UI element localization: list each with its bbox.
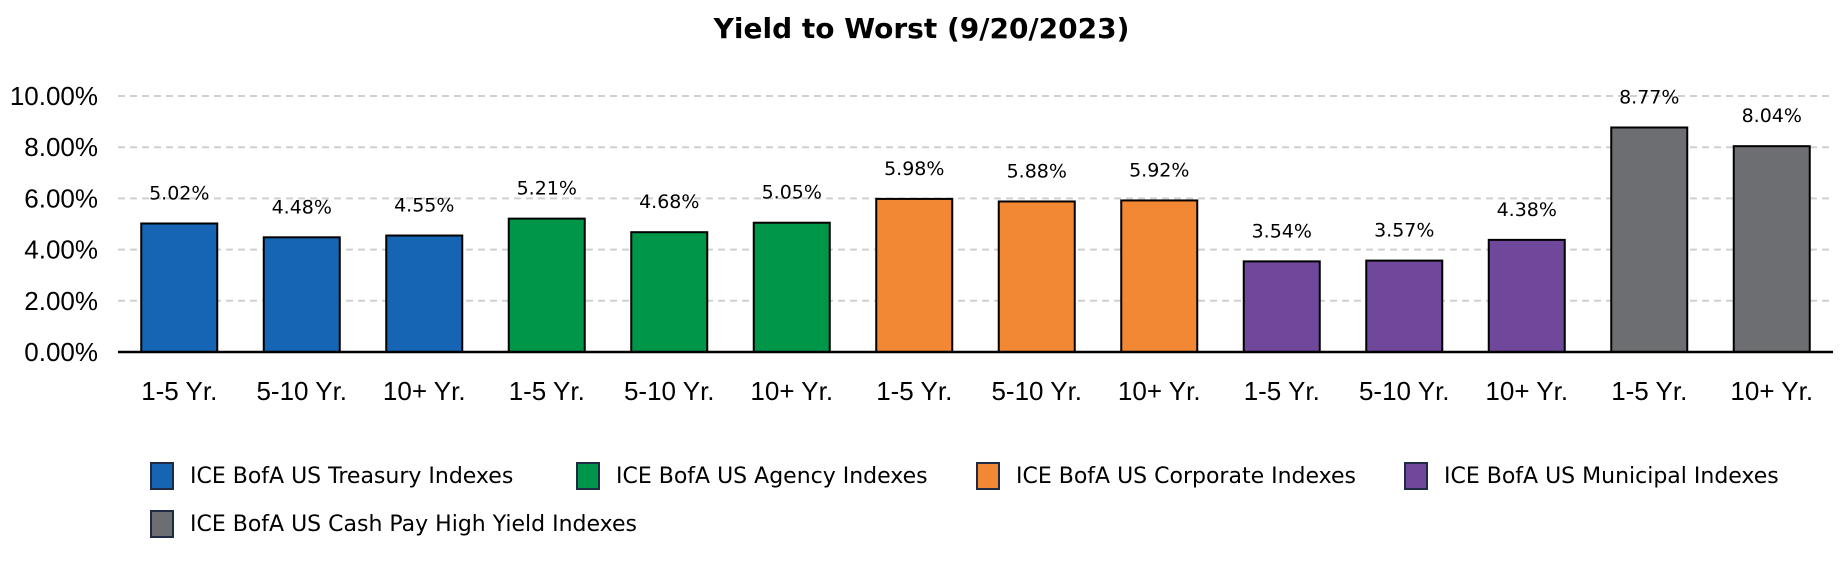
legend-item: ICE BofA US Cash Pay High Yield Indexes — [150, 510, 637, 538]
x-tick-label: 5-10 Yr. — [991, 376, 1082, 406]
chart-title: Yield to Worst (9/20/2023) — [713, 12, 1130, 45]
legend-item: ICE BofA US Corporate Indexes — [976, 462, 1356, 490]
bar-value-label: 3.57% — [1374, 220, 1434, 242]
legend-label: ICE BofA US Cash Pay High Yield Indexes — [190, 511, 637, 537]
bar — [1120, 199, 1199, 353]
y-tick-label: 0.00% — [24, 337, 98, 367]
legend-swatch — [150, 510, 174, 538]
bar-value-label: 5.98% — [884, 158, 944, 180]
legend-item: ICE BofA US Municipal Indexes — [1404, 462, 1779, 490]
x-tick-label: 1-5 Yr. — [141, 376, 217, 406]
bar — [875, 197, 954, 353]
x-tick-label: 10+ Yr. — [1118, 376, 1201, 406]
legend-item: ICE BofA US Agency Indexes — [576, 462, 928, 490]
bar-value-label: 5.02% — [149, 182, 209, 204]
y-tick-label: 6.00% — [24, 183, 98, 213]
bar — [1732, 145, 1811, 353]
bar-value-label: 5.92% — [1129, 159, 1189, 181]
x-tick-label: 5-10 Yr. — [1359, 376, 1450, 406]
legend-swatch — [1404, 462, 1428, 490]
legend-swatch — [150, 462, 174, 490]
bar-value-label: 4.68% — [639, 191, 699, 213]
x-tick-label: 1-5 Yr. — [1244, 376, 1320, 406]
bar-value-label: 5.88% — [1007, 160, 1067, 182]
bar — [507, 217, 586, 353]
legend-label: ICE BofA US Municipal Indexes — [1444, 463, 1779, 489]
bar-value-label: 8.77% — [1619, 86, 1679, 108]
bar-value-label: 4.48% — [272, 196, 332, 218]
bar-value-label: 4.38% — [1497, 199, 1557, 221]
bar — [262, 236, 341, 353]
legend-swatch — [976, 462, 1000, 490]
bar — [752, 221, 831, 353]
x-tick-label: 5-10 Yr. — [256, 376, 347, 406]
bar — [1610, 126, 1689, 353]
bar — [385, 234, 464, 354]
x-tick-label: 5-10 Yr. — [624, 376, 715, 406]
bar-value-label: 3.54% — [1252, 220, 1312, 242]
legend-item: ICE BofA US Treasury Indexes — [150, 462, 513, 490]
bar — [140, 222, 219, 353]
y-tick-label: 4.00% — [24, 235, 98, 265]
bar — [997, 200, 1076, 353]
bar — [1242, 260, 1321, 354]
x-tick-label: 10+ Yr. — [1730, 376, 1813, 406]
bar-value-label: 5.05% — [762, 182, 822, 204]
x-tick-label: 1-5 Yr. — [1611, 376, 1687, 406]
legend-label: ICE BofA US Agency Indexes — [616, 463, 928, 489]
bar-value-label: 5.21% — [517, 178, 577, 200]
bar — [1365, 259, 1444, 353]
y-tick-label: 2.00% — [24, 286, 98, 316]
bar-value-label: 8.04% — [1742, 105, 1802, 127]
x-tick-label: 10+ Yr. — [1485, 376, 1568, 406]
legend-label: ICE BofA US Treasury Indexes — [190, 463, 514, 489]
legend-swatch — [576, 462, 600, 490]
y-tick-label: 10.00% — [10, 81, 98, 111]
x-tick-label: 1-5 Yr. — [876, 376, 952, 406]
bar — [1487, 238, 1566, 353]
x-tick-label: 10+ Yr. — [383, 376, 466, 406]
bar — [630, 231, 709, 353]
x-tick-label: 1-5 Yr. — [509, 376, 585, 406]
y-tick-label: 8.00% — [24, 132, 98, 162]
x-tick-label: 10+ Yr. — [750, 376, 833, 406]
bar-chart-plot: 0.00% 2.00% 4.00% 6.00% 8.00% 10.00% 5.02% 1-5 … — [10, 81, 1833, 406]
bar-value-label: 4.55% — [394, 195, 454, 217]
legend-label: ICE BofA US Corporate Indexes — [1016, 463, 1357, 489]
